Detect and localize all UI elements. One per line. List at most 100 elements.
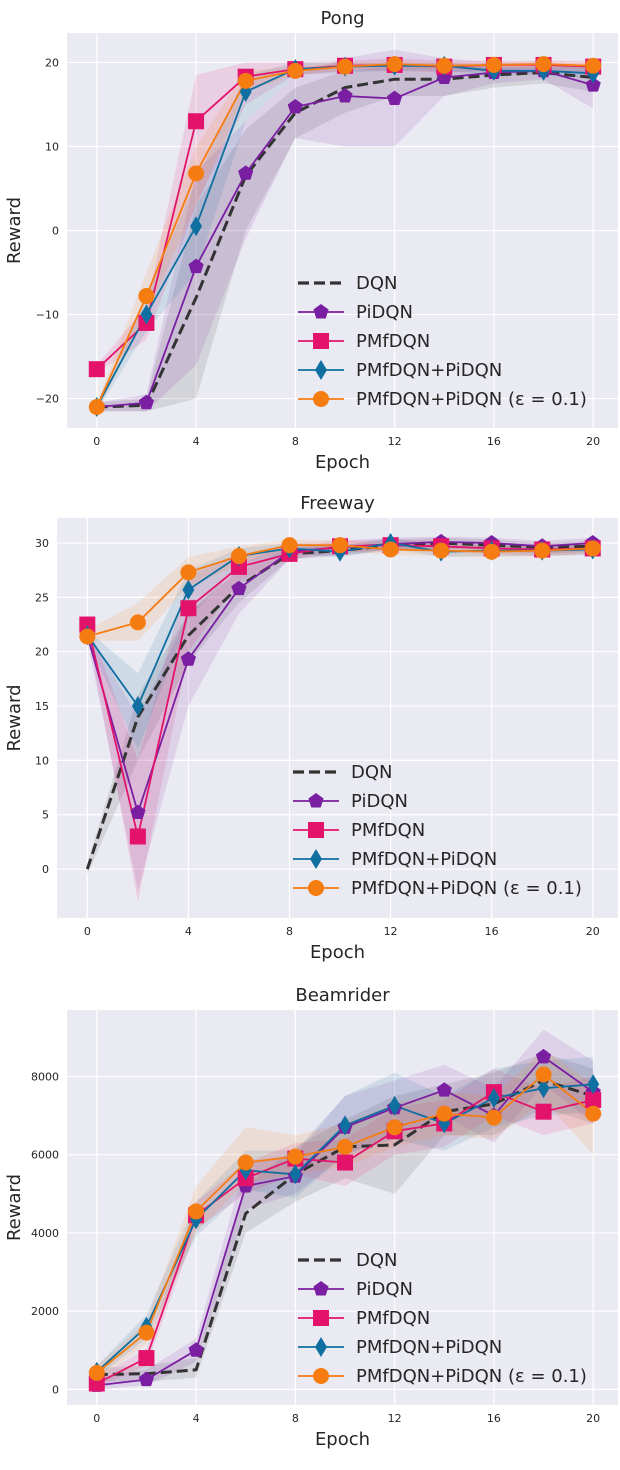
beamrider-pidqn-point-14: [436, 1082, 452, 1097]
freeway-legend-dqn-label: DQN: [351, 762, 393, 783]
pong-pmfdqn-pidqn-eps-0-1-point-4: [188, 165, 205, 182]
beamrider-pmfdqn-pidqn-eps-0-1-point-0: [88, 1364, 105, 1381]
beamrider-pmfdqn-pidqn-eps-0-1-point-8: [287, 1148, 304, 1165]
beamrider-pmfdqn-pidqn-eps-0-1-point-14: [436, 1105, 453, 1122]
freeway-legend-pmfdqn-pidqn-label: PMfDQN+PiDQN: [351, 849, 497, 870]
freeway-chart: 0 4 8 12 16 20 0 5 10 15 20 25 30 Freeway Epoch Reward D…: [0, 490, 620, 980]
pong-ytick-label--10: −10: [36, 309, 59, 322]
pong-xtick-label-0: 0: [93, 435, 100, 448]
pong-title: Pong: [320, 8, 364, 29]
freeway-legend: DQN PiDQN PMfDQN PMfDQN+PiDQN PMfDQN+PiDQN (…: [293, 762, 582, 899]
freeway-xtick-label-0: 0: [84, 925, 91, 938]
freeway-pmfdqn-pidqn-eps-0-1-point-2: [129, 614, 146, 631]
freeway-pmfdqn-point-4: [180, 600, 197, 617]
pong-ytick-label--20: −20: [36, 393, 59, 406]
pong-pidqn-point-20: [585, 77, 601, 92]
pong-xtick-label-20: 20: [586, 435, 600, 448]
beamrider-pidqn-point-2: [138, 1371, 154, 1387]
pong-xtick-label-4: 4: [193, 435, 200, 448]
pong-legend-dqn-label: DQN: [356, 273, 398, 294]
beamrider-xtick-label-20: 20: [586, 1412, 600, 1425]
pong-pmfdqn-point-4: [188, 113, 205, 130]
freeway-pmfdqn-pidqn-eps-0-1-point-12: [382, 541, 399, 558]
pong-xtick-label-16: 16: [487, 435, 501, 448]
beamrider-dqn-band: [96, 1053, 594, 1382]
pong-pidqn-point-2: [138, 394, 154, 410]
freeway-xtick-label-8: 8: [286, 925, 293, 938]
beamrider-legend-pidqn-label: PiDQN: [356, 1279, 413, 1300]
beamrider-pmfdqn-pidqn-eps-0-1-point-4: [188, 1203, 205, 1220]
beamrider-ytick-label-4000: 4000: [31, 1227, 59, 1240]
freeway-pmfdqn-pidqn-eps-0-1-point-20: [584, 540, 601, 557]
beamrider-pmfdqn-pidqn-eps-0-1-point-6: [237, 1154, 254, 1171]
freeway-pmfdqn-pidqn-point-2: [131, 696, 144, 717]
freeway-pmfdqn-point-0: [79, 616, 96, 633]
freeway-pmfdqn-pidqn-eps-0-1-point-14: [433, 542, 450, 559]
pong-pidqn-point-4: [188, 258, 204, 274]
beamrider-pmfdqn-pidqn-point-10: [338, 1115, 351, 1136]
freeway-xtick-label-20: 20: [586, 925, 600, 938]
freeway-plot-area: [57, 518, 618, 918]
beamrider-legend-pmfdqn-label: PMfDQN: [356, 1308, 430, 1329]
freeway-xtick-label-12: 12: [384, 925, 398, 938]
pong-pmfdqn-pidqn-eps-0-1-point-18: [535, 56, 552, 73]
beamrider-xtick-label-12: 12: [388, 1412, 402, 1425]
pong-pmfdqn-pidqn-eps-0-1-point-12: [386, 56, 403, 73]
pong-pidqn-point-8: [287, 99, 303, 114]
freeway-series-group: [79, 533, 601, 902]
pong-legend-pmfdqn-pidqn-marker: [315, 360, 327, 380]
beamrider-xtick-label-0: 0: [93, 1412, 100, 1425]
pong-xtick-label-8: 8: [292, 435, 299, 448]
pong-xlabel: Epoch: [315, 452, 370, 473]
pong-legend-pmfdqn-pidqn-eps-0-1-marker: [313, 391, 329, 407]
freeway-pmfdqn-pidqn-eps-0-1-point-6: [230, 548, 247, 565]
freeway-pmfdqn-pidqn-eps-0-1-point-4: [180, 564, 197, 581]
freeway-pidqn-point-4: [180, 651, 196, 666]
pong-legend-pmfdqn-pidqn-eps-0-1-label: PMfDQN+PiDQN (ε = 0.1): [356, 389, 587, 410]
freeway-legend-pidqn-label: PiDQN: [351, 791, 408, 812]
freeway-legend-pmfdqn-pidqn-eps-0-1-label: PMfDQN+PiDQN (ε = 0.1): [351, 878, 582, 899]
pong-pidqn-point-10: [337, 88, 353, 103]
beamrider-ytick-label-2000: 2000: [31, 1305, 59, 1318]
pong-pmfdqn-pidqn-point-4: [190, 216, 203, 237]
beamrider-legend-pmfdqn-marker: [313, 1310, 329, 1326]
beamrider-series-group: [88, 1029, 602, 1392]
pong-pmfdqn-point-0: [88, 361, 105, 378]
freeway-pmfdqn-pidqn-eps-0-1-point-8: [281, 537, 298, 554]
pong-pidqn-point-12: [387, 90, 403, 105]
pong-pmfdqn-pidqn-eps-0-1-point-14: [436, 57, 453, 74]
pong-legend-pidqn-marker: [313, 304, 329, 319]
beamrider-pidqn-band: [96, 1029, 594, 1390]
freeway-pidqn-point-2: [130, 804, 146, 819]
freeway-pmfdqn-pidqn-eps-0-1-point-10: [332, 537, 349, 554]
pong-pmfdqn-pidqn-eps-0-1-point-16: [485, 56, 502, 73]
pong-chart-svg: 0 4 8 12 16 20 −20 −10 0 10 20 Pong Epoch Reward DQN Pi…: [4, 8, 618, 473]
pong-pmfdqn-pidqn-eps-0-1-point-8: [287, 62, 304, 79]
beamrider-title: Beamrider: [295, 985, 390, 1006]
beamrider-chart-svg: 0 4 8 12 16 20 0 2000 4000 6000 8000 Beamrider Epoch…: [4, 985, 618, 1450]
beamrider-pmfdqn-point-20: [585, 1091, 602, 1108]
freeway-legend-pidqn-marker: [308, 793, 324, 808]
freeway-pmfdqn-band: [87, 539, 593, 902]
beamrider-pmfdqn-pidqn-eps-0-1-point-10: [336, 1138, 353, 1155]
freeway-chart-svg: 0 4 8 12 16 20 0 5 10 15 20 25 30 Freeway Epoch Reward D…: [4, 493, 618, 963]
pong-ytick-label-10: 10: [45, 140, 59, 153]
freeway-dqn-band: [87, 537, 593, 875]
pong-pmfdqn-band: [96, 58, 594, 374]
pong-pmfdqn-pidqn-eps-0-1-band: [96, 60, 594, 412]
beamrider-chart: 0 4 8 12 16 20 0 2000 4000 6000 8000 Beamrider Epoch…: [0, 980, 620, 1470]
freeway-pmfdqn-pidqn-eps-0-1-point-0: [79, 628, 96, 645]
freeway-pmfdqn-pidqn-eps-0-1-point-16: [483, 543, 500, 560]
pong-pmfdqn-pidqn-eps-0-1-point-2: [138, 288, 155, 305]
beamrider-ytick-label-0: 0: [52, 1383, 59, 1396]
freeway-ytick-label-20: 20: [35, 646, 49, 659]
beamrider-ytick-label-6000: 6000: [31, 1149, 59, 1162]
beamrider-pmfdqn-point-2: [138, 1350, 155, 1367]
beamrider-legend: DQN PiDQN PMfDQN PMfDQN+PiDQN PMfDQN+PiDQN (…: [298, 1250, 587, 1387]
freeway-legend-pmfdqn-marker: [308, 822, 324, 838]
pong-pmfdqn-pidqn-eps-0-1-point-0: [88, 398, 105, 415]
pong-pmfdqn-pidqn-band: [96, 62, 594, 412]
pong-legend-pmfdqn-pidqn-label: PMfDQN+PiDQN: [356, 360, 502, 381]
freeway-ytick-label-30: 30: [35, 537, 49, 550]
pong-legend-pmfdqn-marker: [313, 333, 329, 349]
